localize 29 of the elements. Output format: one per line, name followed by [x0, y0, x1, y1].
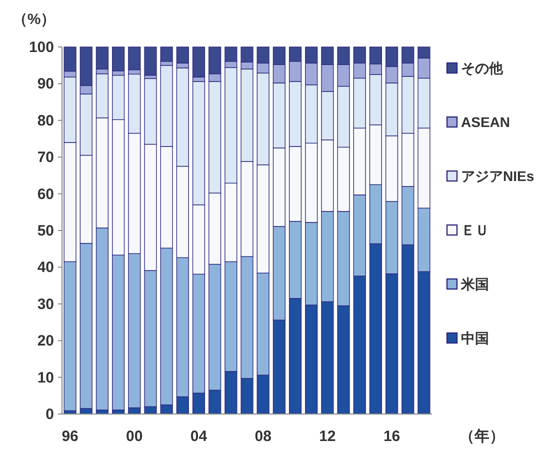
- legend-label: 米国: [460, 276, 489, 292]
- x-tick-label: 12: [319, 428, 336, 445]
- legend-label: ＥＵ: [461, 222, 489, 238]
- bar: [160, 46, 173, 62]
- bar: [128, 46, 141, 70]
- y-tick-label: 30: [37, 296, 54, 313]
- y-tick-label: 60: [37, 186, 54, 203]
- y-axis-title: （%）: [12, 11, 56, 28]
- y-tick-label: 0: [46, 406, 54, 423]
- y-tick-label: 40: [37, 259, 54, 276]
- x-axis-title: （年）: [460, 428, 504, 445]
- legend-label: 中国: [461, 330, 489, 346]
- legend-label: ASEAN: [461, 114, 510, 130]
- bar: [112, 46, 125, 72]
- y-tick-label: 70: [37, 149, 54, 166]
- bar: [144, 46, 157, 76]
- y-tick-label: 20: [37, 332, 54, 350]
- legend-label: その他: [461, 60, 504, 76]
- y-tick-label: 10: [37, 369, 54, 386]
- x-tick-label: 16: [383, 428, 400, 445]
- legend-label: アジアNIEs: [461, 168, 534, 184]
- y-tick-label: 90: [37, 76, 54, 93]
- y-tick-label: 80: [37, 112, 54, 130]
- x-tick-label: 00: [126, 428, 143, 445]
- y-tick-label: 100: [28, 39, 54, 56]
- x-tick-label: 08: [254, 428, 272, 445]
- x-tick-label: 04: [190, 428, 208, 445]
- y-tick-label: 50: [37, 222, 54, 240]
- x-tick-label: 96: [62, 428, 78, 445]
